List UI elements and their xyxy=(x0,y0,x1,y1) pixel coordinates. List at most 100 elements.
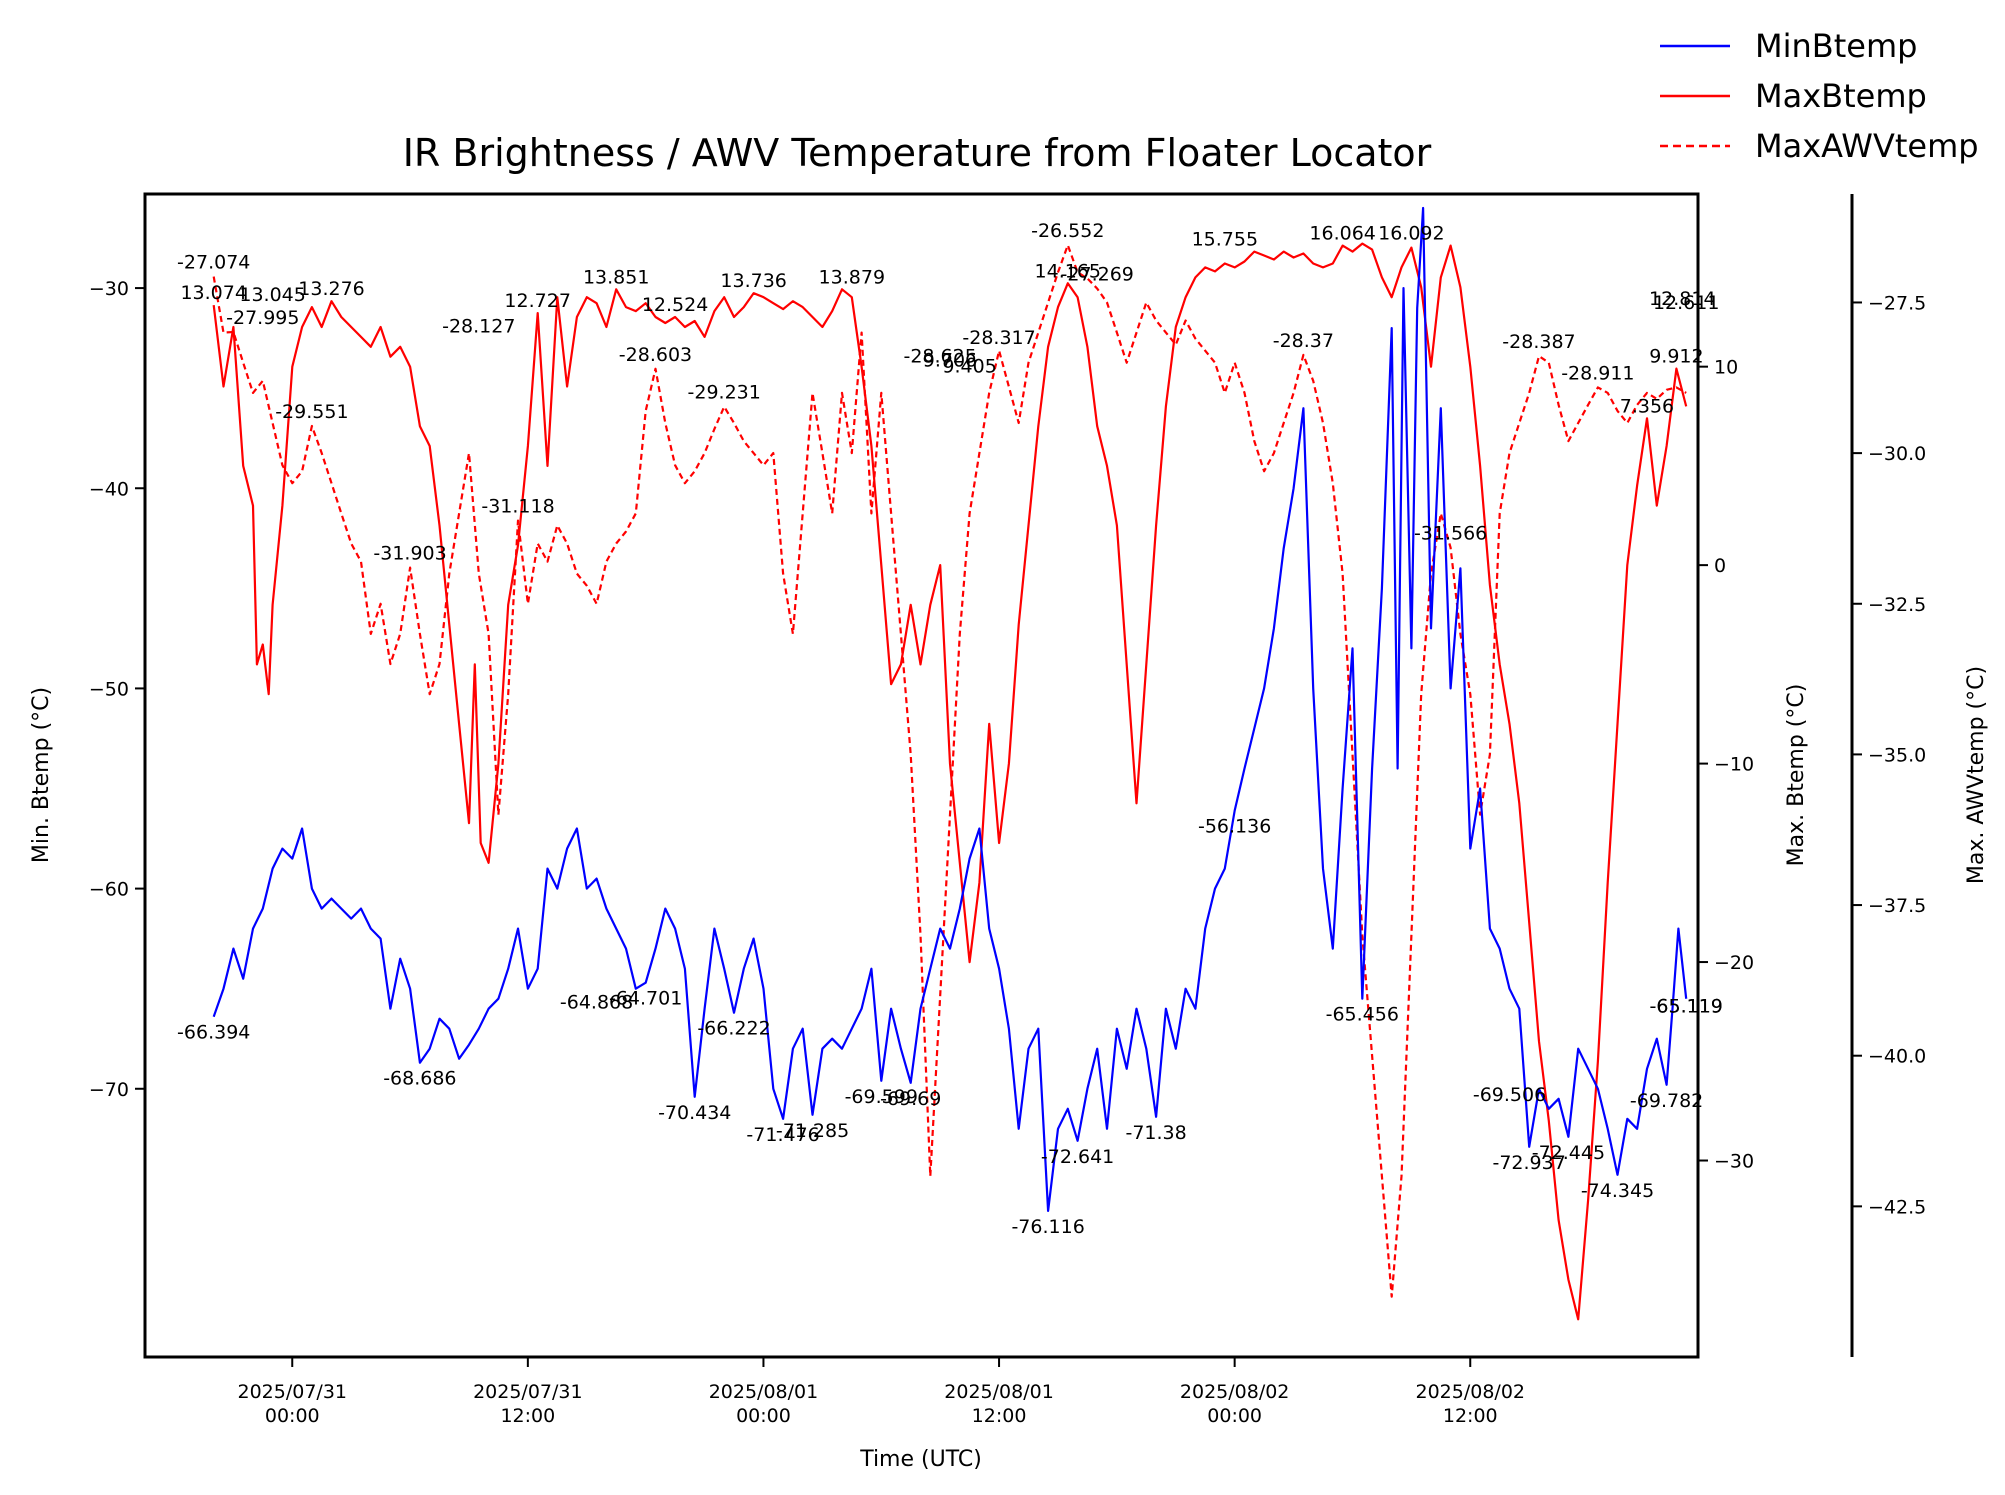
y-right-tick-label: 10 xyxy=(1714,357,1738,379)
data-label-max-awvtemp: -28.317 xyxy=(962,327,1035,349)
data-label-min-btemp: -69.782 xyxy=(1630,1090,1703,1112)
data-label-max-btemp: 12.524 xyxy=(642,294,708,316)
data-label-max-awvtemp: -29.231 xyxy=(688,382,761,404)
data-label-min-btemp: -65.119 xyxy=(1650,996,1723,1018)
x-tick-label-time: 12:00 xyxy=(500,1405,555,1427)
data-label-min-btemp: -69.69 xyxy=(880,1088,941,1110)
chart-title: IR Brightness / AWV Temperature from Flo… xyxy=(403,131,1432,175)
data-label-min-btemp: -69.599 xyxy=(845,1086,918,1108)
y-right-tick-label: −20 xyxy=(1714,952,1754,974)
x-tick-label-date: 2025/08/01 xyxy=(944,1381,1054,1403)
y-axis-label-left: Min. Btemp (°C) xyxy=(29,687,54,863)
data-label-max-awvtemp: -28.127 xyxy=(442,315,515,337)
legend: MinBtemp MaxBtemp MaxAWVtemp xyxy=(1660,27,1979,165)
y-right2-tick-label: −35.0 xyxy=(1868,744,1926,766)
plot-area: -66.394 -68.686 -64.868-64.701 -70.434 -66.2… xyxy=(177,206,1723,1321)
data-label-max-awvtemp: -31.118 xyxy=(481,496,554,518)
x-tick-label-time: 12:00 xyxy=(1443,1405,1498,1427)
data-label-max-btemp: 16.092 xyxy=(1378,223,1444,245)
x-tick-label-time: 00:00 xyxy=(736,1405,791,1427)
legend-label-maxbtemp: MaxBtemp xyxy=(1755,77,1927,115)
y-left-tick-label: −70 xyxy=(89,1079,129,1101)
x-tick-label-date: 2025/07/31 xyxy=(237,1381,347,1403)
data-label-max-awvtemp: -26.552 xyxy=(1031,220,1104,242)
series-line-minbtemp xyxy=(212,206,1688,1212)
data-label-min-btemp: -65.456 xyxy=(1326,1004,1399,1026)
data-label-min-btemp: -64.701 xyxy=(609,988,682,1010)
x-tick-label-time: 00:00 xyxy=(265,1405,320,1427)
x-axis-label: Time (UTC) xyxy=(859,1447,982,1472)
data-label-max-btemp: 14.165 xyxy=(1035,260,1101,282)
y-right2-tick-label: −30.0 xyxy=(1868,443,1926,465)
data-label-max-awvtemp: -28.603 xyxy=(619,344,692,366)
data-label-max-btemp: 13.851 xyxy=(583,266,649,288)
data-label-max-awvtemp: -28.625 xyxy=(903,346,976,368)
data-label-min-btemp: -72.937 xyxy=(1492,1152,1565,1174)
data-label-max-btemp: 13.736 xyxy=(720,270,786,292)
y-right2-tick-label: −40.0 xyxy=(1868,1046,1926,1068)
x-tick-label-time: 12:00 xyxy=(972,1405,1027,1427)
y-right2-tick-label: −27.5 xyxy=(1868,292,1926,314)
data-label-max-btemp: 9.706 xyxy=(923,350,977,372)
data-label-min-btemp: -71.38 xyxy=(1125,1122,1186,1144)
data-label-min-btemp: -74.345 xyxy=(1581,1180,1654,1202)
series-line-maxawvtemp xyxy=(212,244,1687,1298)
data-label-max-btemp: 13.879 xyxy=(819,266,885,288)
data-label-min-btemp: -66.222 xyxy=(697,1018,770,1040)
series-line-maxbtemp xyxy=(212,242,1688,1321)
y-left-tick-label: −40 xyxy=(89,478,129,500)
data-label-max-btemp: 9.405 xyxy=(942,356,996,378)
data-label-min-btemp: -71.285 xyxy=(776,1120,849,1142)
y-right-tick-label: −30 xyxy=(1714,1151,1754,1173)
x-tick-label-date: 2025/08/02 xyxy=(1415,1381,1525,1403)
data-label-max-awvtemp: -28.387 xyxy=(1502,331,1575,353)
data-label-max-awvtemp: -27.269 xyxy=(1061,264,1134,286)
data-label-max-btemp: 7.356 xyxy=(1620,395,1674,417)
data-label-min-btemp: -76.116 xyxy=(1011,1216,1084,1238)
x-tick-label-date: 2025/08/01 xyxy=(709,1381,819,1403)
data-label-max-awvtemp: -29.551 xyxy=(275,401,348,423)
data-label-min-btemp: -69.506 xyxy=(1473,1084,1546,1106)
y-right2-tick-label: −37.5 xyxy=(1868,895,1926,917)
data-label-max-awvtemp: -27.995 xyxy=(226,307,299,329)
y-left-tick-label: −60 xyxy=(89,879,129,901)
plot-frame xyxy=(143,192,1700,1359)
data-label-max-awvtemp: -27.074 xyxy=(177,252,250,274)
data-label-max-btemp: 16.064 xyxy=(1309,223,1375,245)
data-label-max-btemp: 12.611 xyxy=(1653,292,1719,314)
data-label-min-btemp: -70.434 xyxy=(658,1102,731,1124)
data-label-max-btemp: 13.074 xyxy=(180,282,246,304)
data-label-max-btemp: 13.276 xyxy=(298,278,364,300)
data-label-max-awvtemp: -28.911 xyxy=(1561,362,1634,384)
y-right-tick-label: 0 xyxy=(1714,555,1726,577)
data-label-min-btemp: -72.641 xyxy=(1041,1146,1114,1168)
data-label-max-btemp: 9.912 xyxy=(1649,346,1703,368)
data-label-max-btemp: 12.727 xyxy=(504,290,570,312)
data-label-min-btemp: -56.136 xyxy=(1198,816,1271,838)
y-axis-label-right2: Max. AWVtemp (°C) xyxy=(1964,666,1989,884)
y-right2-tick-label: −32.5 xyxy=(1868,594,1926,616)
data-label-min-btemp: -72.445 xyxy=(1532,1142,1605,1164)
y-left-tick-label: −50 xyxy=(89,678,129,700)
data-label-max-btemp: 15.755 xyxy=(1192,229,1258,251)
data-label-max-awvtemp: -31.903 xyxy=(373,543,446,565)
legend-label-maxawvtemp: MaxAWVtemp xyxy=(1755,127,1979,165)
y-axis-label-right: Max. Btemp (°C) xyxy=(1784,684,1809,867)
axis-ticks: 2025/07/3100:002025/07/3112:002025/08/01… xyxy=(89,278,1926,1427)
data-label-max-btemp: 13.045 xyxy=(239,284,305,306)
x-tick-label-time: 00:00 xyxy=(1207,1405,1262,1427)
data-label-min-btemp: -65.119 xyxy=(1650,996,1723,1018)
x-tick-label-date: 2025/07/31 xyxy=(473,1381,583,1403)
data-label-min-btemp: -66.394 xyxy=(177,1022,250,1044)
data-label-min-btemp: -64.868 xyxy=(560,992,633,1014)
data-label-min-btemp: -71.476 xyxy=(746,1124,819,1146)
data-label-max-awvtemp: -31.566 xyxy=(1414,523,1487,545)
y-right2-tick-label: −42.5 xyxy=(1868,1196,1926,1218)
data-label-min-btemp: -68.686 xyxy=(383,1068,456,1090)
y-left-tick-label: −30 xyxy=(89,278,129,300)
data-label-max-awvtemp: -28.37 xyxy=(1273,330,1334,352)
y-right-tick-label: −10 xyxy=(1714,754,1754,776)
x-tick-label-date: 2025/08/02 xyxy=(1180,1381,1290,1403)
